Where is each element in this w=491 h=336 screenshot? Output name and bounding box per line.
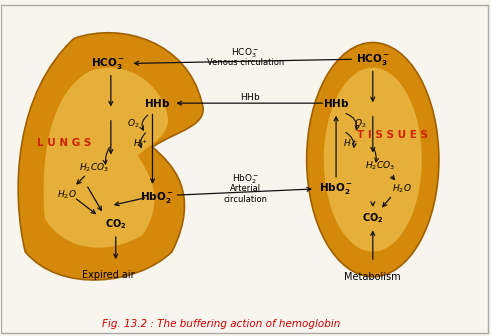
Text: Expired air: Expired air [82,270,135,280]
Text: $\mathit{O_2}$: $\mathit{O_2}$ [127,118,139,130]
Text: $\mathit{H^+}$: $\mathit{H^+}$ [343,137,358,149]
Text: $H_2O$: $H_2O$ [57,189,77,202]
Text: $\mathbf{HbO_2^-}$: $\mathbf{HbO_2^-}$ [319,181,353,197]
Text: $H_2O$: $H_2O$ [392,183,412,195]
Text: $H_2CO_3$: $H_2CO_3$ [365,160,395,172]
Text: Venous circulation: Venous circulation [207,58,284,67]
Text: Metabolism: Metabolism [345,272,401,282]
Ellipse shape [307,43,439,277]
Text: $\mathit{O_2}$: $\mathit{O_2}$ [355,118,367,130]
Text: $\mathbf{HHb}$: $\mathbf{HHb}$ [323,97,349,109]
Text: $\mathrm{HCO_3^-}$: $\mathrm{HCO_3^-}$ [231,46,260,60]
Text: T I S S U E S: T I S S U E S [357,130,428,139]
PathPatch shape [18,33,203,280]
Text: $\mathbf{HCO_3^-}$: $\mathbf{HCO_3^-}$ [91,56,125,71]
Text: $\mathbf{CO_2}$: $\mathbf{CO_2}$ [105,218,127,232]
Text: Arterial
circulation: Arterial circulation [223,184,268,204]
Text: $\mathbf{HCO_3^-}$: $\mathbf{HCO_3^-}$ [356,52,390,67]
Text: $\mathit{H^+}$: $\mathit{H^+}$ [133,137,148,149]
Text: $\mathbf{HHb}$: $\mathbf{HHb}$ [144,97,170,109]
Text: $\mathbf{HbO_2^-}$: $\mathbf{HbO_2^-}$ [140,190,174,205]
Ellipse shape [324,68,422,252]
Text: L U N G S: L U N G S [37,138,92,148]
Text: $H_2CO_3$: $H_2CO_3$ [79,162,109,174]
PathPatch shape [44,68,168,248]
Text: $\mathrm{HbO_2^-}$: $\mathrm{HbO_2^-}$ [232,173,259,186]
Text: $\mathrm{HHb}$: $\mathrm{HHb}$ [240,91,261,102]
Text: Fig. 13.2 : The buffering action of hemoglobin: Fig. 13.2 : The buffering action of hemo… [102,319,340,329]
Text: $\mathbf{CO_2}$: $\mathbf{CO_2}$ [362,211,383,225]
